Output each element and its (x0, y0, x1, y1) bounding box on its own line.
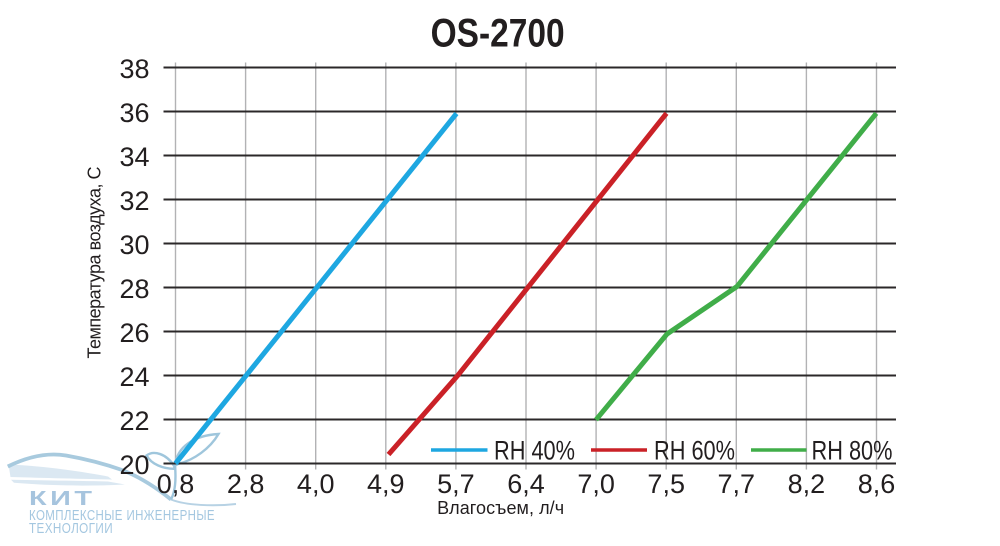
svg-text:24: 24 (119, 362, 149, 392)
svg-text:КИТ: КИТ (29, 487, 96, 510)
svg-text:ТЕХНОЛОГИИ: ТЕХНОЛОГИИ (29, 521, 113, 537)
svg-text:7,7: 7,7 (718, 469, 756, 499)
svg-text:OS-2700: OS-2700 (431, 11, 565, 55)
svg-text:32: 32 (119, 186, 149, 216)
svg-text:28: 28 (119, 274, 149, 304)
svg-text:2,8: 2,8 (227, 469, 265, 499)
svg-text:6,4: 6,4 (507, 469, 545, 499)
svg-text:36: 36 (119, 98, 149, 128)
svg-text:5,7: 5,7 (437, 469, 475, 499)
svg-text:4,9: 4,9 (367, 469, 405, 499)
svg-text:22: 22 (119, 406, 149, 436)
svg-text:34: 34 (119, 142, 149, 172)
svg-text:8,2: 8,2 (788, 469, 826, 499)
svg-text:0,8: 0,8 (157, 469, 195, 499)
svg-text:RH 80%: RH 80% (812, 436, 893, 466)
svg-text:30: 30 (119, 230, 149, 260)
svg-text:7,0: 7,0 (577, 469, 615, 499)
svg-text:7,5: 7,5 (647, 469, 685, 499)
svg-text:8,6: 8,6 (858, 469, 896, 499)
svg-text:RH 60%: RH 60% (654, 436, 735, 466)
svg-text:4,0: 4,0 (297, 469, 335, 499)
svg-text:38: 38 (119, 54, 149, 84)
svg-text:КОМПЛЕКСНЫЕ ИНЖЕНЕРНЫЕ: КОМПЛЕКСНЫЕ ИНЖЕНЕРНЫЕ (29, 508, 215, 524)
svg-text:Температура воздуха, С: Температура воздуха, С (85, 167, 105, 359)
svg-text:RH 40%: RH 40% (494, 436, 575, 466)
svg-text:26: 26 (119, 318, 149, 348)
svg-text:Влагосъем, л/ч: Влагосъем, л/ч (437, 498, 564, 518)
svg-text:20: 20 (119, 450, 149, 480)
